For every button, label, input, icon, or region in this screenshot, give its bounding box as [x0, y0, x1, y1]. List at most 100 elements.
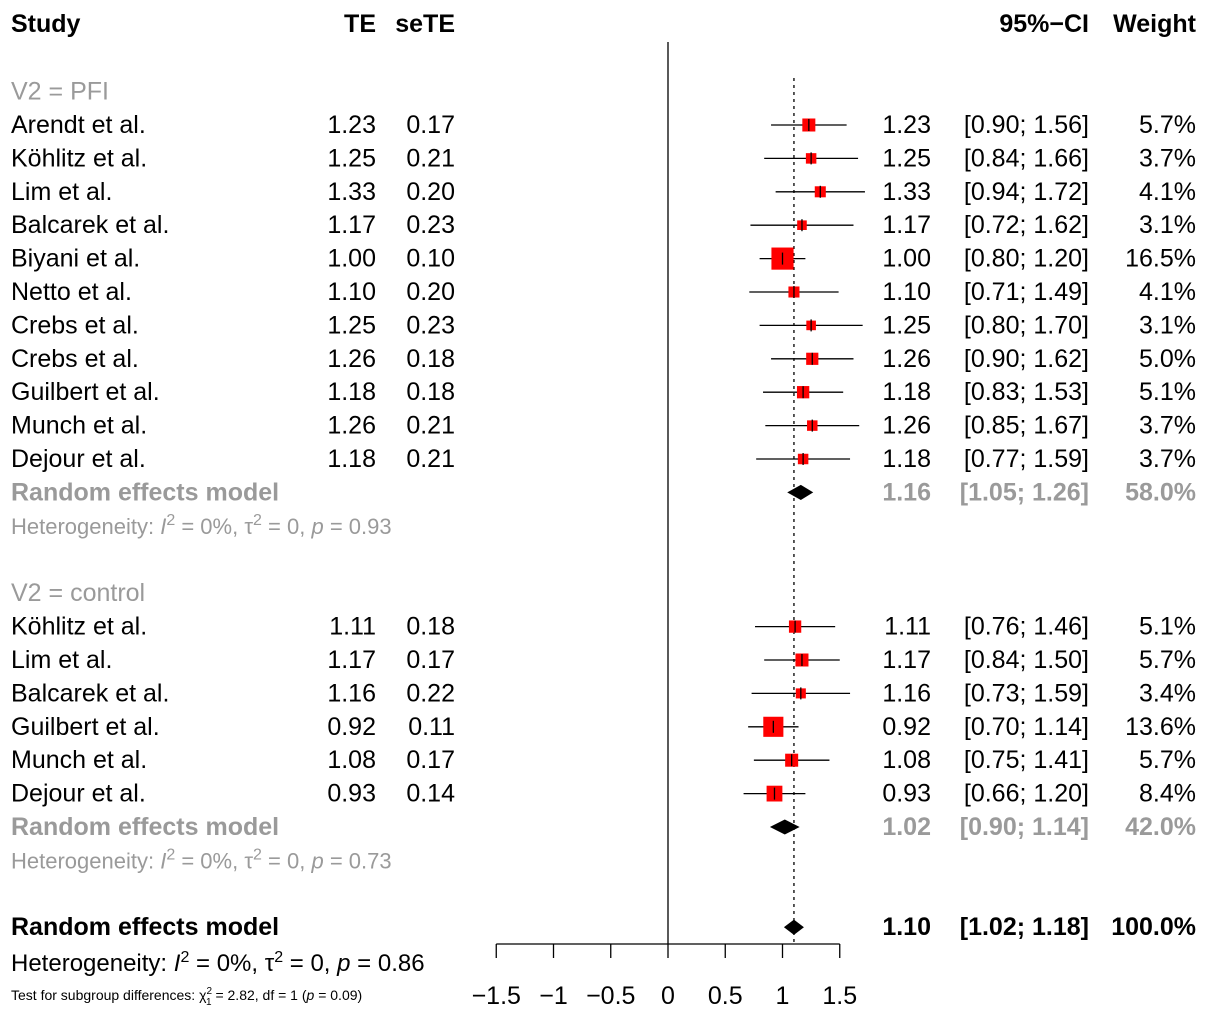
te-value: 0.92 — [327, 713, 376, 741]
estimate-value: 1.00 — [882, 245, 931, 273]
ci-value: [0.90; 1.62] — [964, 345, 1089, 373]
ci-value: [0.80; 1.70] — [964, 311, 1089, 339]
subgroup-summary-ci: [0.90; 1.14] — [960, 813, 1089, 841]
study-name: Lim et al. — [11, 178, 112, 206]
weight-value: 13.6% — [1125, 713, 1196, 741]
ci-value: [0.75; 1.41] — [964, 746, 1089, 774]
weight-value: 3.1% — [1139, 211, 1196, 239]
subgroup-summary-diamond — [769, 819, 800, 835]
overall-summary-estimate: 1.10 — [882, 913, 931, 941]
estimate-value: 1.11 — [884, 613, 931, 641]
ci-value: [0.84; 1.66] — [964, 144, 1089, 172]
study-name: Köhlitz et al. — [11, 144, 147, 172]
sete-value: 0.23 — [406, 311, 455, 339]
subgroup-summary-estimate: 1.02 — [882, 813, 931, 841]
te-value: 1.17 — [327, 211, 376, 239]
te-value: 1.26 — [327, 345, 376, 373]
weight-value: 5.1% — [1139, 378, 1196, 406]
sete-value: 0.17 — [406, 746, 455, 774]
ci-value: [0.84; 1.50] — [964, 646, 1089, 674]
estimate-value: 1.25 — [882, 311, 931, 339]
header-weight: Weight — [1113, 10, 1197, 38]
weight-value: 5.7% — [1139, 111, 1196, 139]
weight-value: 3.7% — [1139, 144, 1196, 172]
te-value: 1.33 — [327, 178, 376, 206]
estimate-value: 1.25 — [882, 144, 931, 172]
x-tick-label: 0 — [661, 982, 675, 1009]
estimate-value: 1.23 — [882, 111, 931, 139]
ci-value: [0.76; 1.46] — [964, 613, 1089, 641]
te-value: 1.00 — [327, 245, 376, 273]
sete-value: 0.17 — [406, 111, 455, 139]
study-name: Arendt et al. — [11, 111, 146, 139]
ci-value: [0.80; 1.20] — [964, 245, 1089, 273]
te-value: 0.93 — [327, 780, 376, 808]
estimate-value: 1.26 — [882, 345, 931, 373]
study-name: Munch et al. — [11, 746, 147, 774]
sete-value: 0.21 — [406, 144, 455, 172]
ci-value: [0.94; 1.72] — [964, 178, 1089, 206]
weight-value: 5.7% — [1139, 746, 1196, 774]
subgroup-label: V2 = control — [11, 579, 145, 607]
ci-value: [0.66; 1.20] — [964, 780, 1089, 808]
study-name: Crebs et al. — [11, 311, 139, 339]
weight-value: 3.1% — [1139, 311, 1196, 339]
header-ci: 95%−CI — [999, 10, 1089, 38]
x-tick-label: 0.5 — [708, 982, 743, 1009]
x-tick-label: −1.5 — [472, 982, 521, 1009]
x-tick-label: −1 — [539, 982, 568, 1009]
study-name: Guilbert et al. — [11, 378, 160, 406]
subgroup-summary-estimate: 1.16 — [882, 478, 931, 506]
x-tick-label: 1 — [776, 982, 790, 1009]
subgroup-test: Test for subgroup differences: χ2 1 = 2.8… — [11, 986, 362, 1008]
subgroup-summary-diamond — [787, 484, 814, 500]
estimate-value: 0.93 — [882, 780, 931, 808]
te-value: 1.10 — [327, 278, 376, 306]
weight-value: 4.1% — [1139, 178, 1196, 206]
ci-value: [0.85; 1.67] — [964, 412, 1089, 440]
estimate-value: 1.16 — [882, 679, 931, 707]
header-sete: seTE — [395, 10, 455, 38]
estimate-value: 1.10 — [882, 278, 931, 306]
estimate-value: 1.26 — [882, 412, 931, 440]
estimate-value: 1.17 — [882, 211, 931, 239]
overall-summary-label: Random effects model — [11, 913, 279, 941]
study-name: Balcarek et al. — [11, 679, 169, 707]
weight-value: 4.1% — [1139, 278, 1196, 306]
sete-value: 0.18 — [406, 613, 455, 641]
weight-value: 8.4% — [1139, 780, 1196, 808]
te-value: 1.16 — [327, 679, 376, 707]
te-value: 1.18 — [327, 378, 376, 406]
weight-value: 3.7% — [1139, 412, 1196, 440]
study-name: Dejour et al. — [11, 445, 146, 473]
subgroup-heterogeneity: Heterogeneity: I2 = 0%, τ2 = 0, p = 0.93 — [11, 512, 392, 539]
ci-value: [0.72; 1.62] — [964, 211, 1089, 239]
weight-value: 5.1% — [1139, 613, 1196, 641]
header-study: Study — [11, 10, 81, 38]
study-name: Guilbert et al. — [11, 713, 160, 741]
sete-value: 0.18 — [406, 345, 455, 373]
weight-value: 3.4% — [1139, 679, 1196, 707]
subgroup-summary-weight: 42.0% — [1125, 813, 1196, 841]
ci-value: [0.83; 1.53] — [964, 378, 1089, 406]
study-name: Dejour et al. — [11, 780, 146, 808]
te-value: 1.11 — [329, 613, 376, 641]
estimate-value: 0.92 — [882, 713, 931, 741]
subgroup-label: V2 = PFI — [11, 78, 109, 106]
te-value: 1.26 — [327, 412, 376, 440]
subgroup-summary-ci: [1.05; 1.26] — [960, 478, 1089, 506]
te-value: 1.25 — [327, 311, 376, 339]
subgroup-heterogeneity: Heterogeneity: I2 = 0%, τ2 = 0, p = 0.73 — [11, 846, 392, 873]
header-te: TE — [344, 10, 376, 38]
subgroup-summary-weight: 58.0% — [1125, 478, 1196, 506]
sete-value: 0.20 — [406, 178, 455, 206]
ci-value: [0.70; 1.14] — [964, 713, 1089, 741]
estimate-value: 1.18 — [882, 378, 931, 406]
ci-value: [0.90; 1.56] — [964, 111, 1089, 139]
te-value: 1.18 — [327, 445, 376, 473]
study-name: Balcarek et al. — [11, 211, 169, 239]
overall-summary-weight: 100.0% — [1111, 913, 1196, 941]
te-value: 1.23 — [327, 111, 376, 139]
ci-value: [0.73; 1.59] — [964, 679, 1089, 707]
